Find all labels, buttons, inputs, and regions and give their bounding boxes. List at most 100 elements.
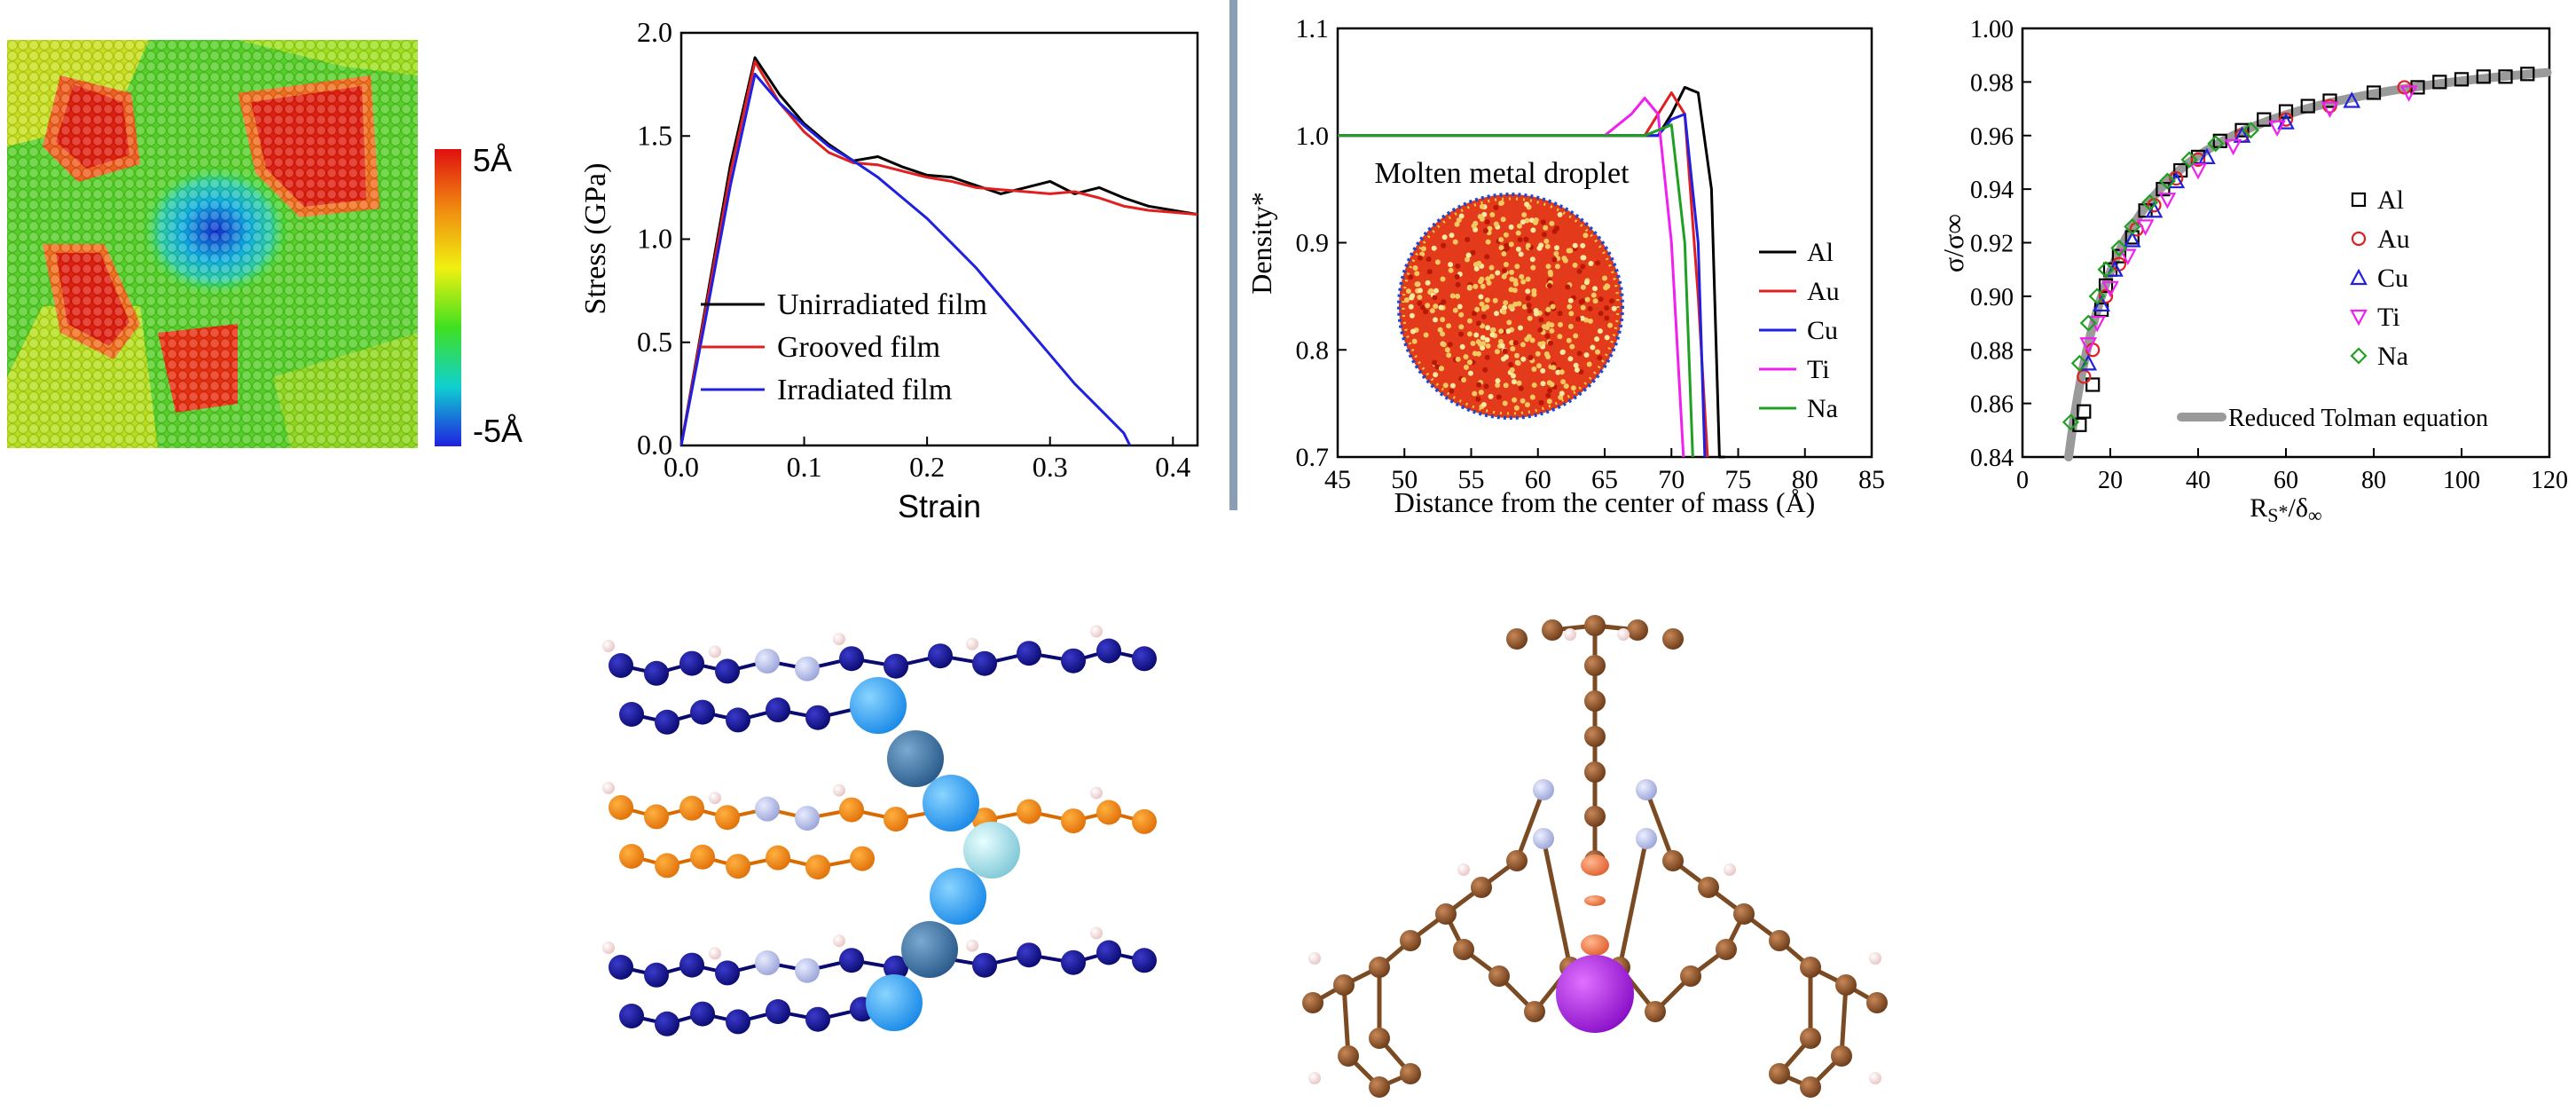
atom	[1369, 1028, 1390, 1049]
legend-label: Al	[1807, 238, 1834, 267]
x-tick-label: 0.3	[1033, 451, 1068, 483]
droplet-atom	[1509, 340, 1515, 346]
droplet-atom	[1493, 221, 1499, 227]
droplet-atom	[1426, 269, 1433, 275]
droplet-atom	[1551, 256, 1558, 263]
droplet-atom	[1455, 356, 1461, 362]
droplet-atom	[1565, 284, 1571, 290]
atom	[1471, 877, 1492, 898]
droplet-atom	[1411, 338, 1418, 344]
data-point-na	[2079, 314, 2097, 332]
droplet-atom	[1528, 355, 1534, 360]
droplet-atom	[1559, 369, 1565, 375]
legend-label: Cu	[2377, 264, 2408, 293]
droplet-atom	[1448, 262, 1454, 268]
atom	[679, 952, 704, 978]
surface-tension-chart: 0 20 40 60 80 100 120 0.84 0.86 0.88 0.90 0.92 0.94 0…	[1937, 16, 2568, 526]
hydrogen-atom	[602, 640, 615, 652]
droplet-atom	[1549, 327, 1555, 334]
legend-label: Irradiated film	[777, 374, 952, 406]
droplet-atom	[1526, 334, 1532, 340]
droplet-atom	[1446, 323, 1452, 329]
droplet-atom	[1514, 352, 1520, 359]
droplet-atom	[1604, 305, 1610, 311]
droplet-atom	[1428, 288, 1434, 294]
droplet-atom	[1456, 217, 1462, 223]
droplet-atom	[1508, 241, 1514, 248]
x-tick-label: 60	[1525, 465, 1551, 494]
droplet-atom	[1465, 252, 1472, 258]
y-tick-label: 1.5	[637, 119, 672, 151]
hydrogen-atom	[602, 942, 615, 954]
droplet-atom	[1412, 265, 1418, 271]
data-point-al	[2278, 104, 2294, 119]
droplet-atom	[1508, 361, 1514, 367]
atom	[726, 707, 750, 733]
droplet-atom	[1583, 232, 1589, 239]
atom	[619, 1004, 644, 1028]
bond	[1341, 984, 1351, 1057]
droplet-atom	[1597, 355, 1603, 361]
droplet-atom	[1487, 225, 1493, 232]
droplet-atom	[1525, 276, 1531, 282]
atom	[619, 844, 644, 869]
atom	[1769, 1063, 1790, 1084]
x-tick-label: 0.0	[664, 451, 699, 483]
droplet-atom	[1417, 300, 1423, 306]
droplet-atom	[1480, 402, 1487, 407]
data-point-al	[2520, 67, 2535, 82]
atom	[655, 1011, 679, 1036]
droplet-atom	[1441, 234, 1448, 240]
molecule-cage-render	[1302, 615, 1888, 1098]
hydrogen-atom	[602, 782, 615, 794]
legend-label: Ti	[2377, 303, 2400, 332]
droplet-atom	[1473, 332, 1480, 338]
atom	[1800, 1076, 1821, 1098]
droplet-atom	[1527, 315, 1533, 321]
droplet-atom	[1473, 283, 1479, 289]
data-point-cu	[2233, 126, 2251, 143]
droplet-atom	[1475, 351, 1481, 357]
data-point-al	[2300, 98, 2315, 114]
droplet-atom	[1586, 361, 1592, 367]
atom	[619, 702, 644, 727]
atom	[1096, 800, 1121, 825]
atom	[1132, 808, 1157, 834]
droplet-atom	[1554, 245, 1559, 251]
droplet-atom	[1474, 306, 1480, 312]
droplet-atom	[1510, 346, 1516, 352]
metal-ion	[963, 822, 1020, 879]
fit-curve	[2064, 67, 2552, 461]
atom	[1132, 646, 1157, 672]
droplet-atom	[1544, 243, 1551, 249]
atom	[1835, 974, 1857, 996]
droplet-atom	[1449, 382, 1456, 389]
atom	[795, 806, 820, 831]
hydrogen-atom	[833, 633, 845, 646]
inset-label: Molten metal droplet	[1374, 157, 1630, 190]
atom	[1369, 957, 1390, 978]
legend-marker	[2351, 231, 2367, 247]
atom	[1017, 641, 1041, 666]
atom	[839, 797, 864, 823]
atom	[972, 952, 997, 978]
hydrogen-atom	[709, 792, 721, 805]
droplet-atom	[1588, 261, 1594, 266]
droplet-atom	[1580, 284, 1586, 290]
droplet-atom	[1527, 308, 1533, 314]
atom	[1506, 850, 1528, 871]
bond	[1839, 984, 1849, 1057]
droplet-atom	[1440, 317, 1446, 323]
droplet-atom	[1480, 306, 1487, 312]
y-tick-label: 0.5	[637, 326, 672, 358]
atom	[972, 650, 997, 676]
data-point-al	[2366, 85, 2382, 100]
atom	[1680, 965, 1701, 987]
droplet-atom	[1584, 296, 1590, 303]
data-point-na	[2110, 239, 2128, 257]
droplet-atom	[1537, 341, 1543, 347]
droplet-atom	[1493, 204, 1499, 210]
atom	[1769, 930, 1790, 951]
droplet-atom	[1433, 372, 1439, 378]
droplet-atom	[1549, 220, 1555, 226]
